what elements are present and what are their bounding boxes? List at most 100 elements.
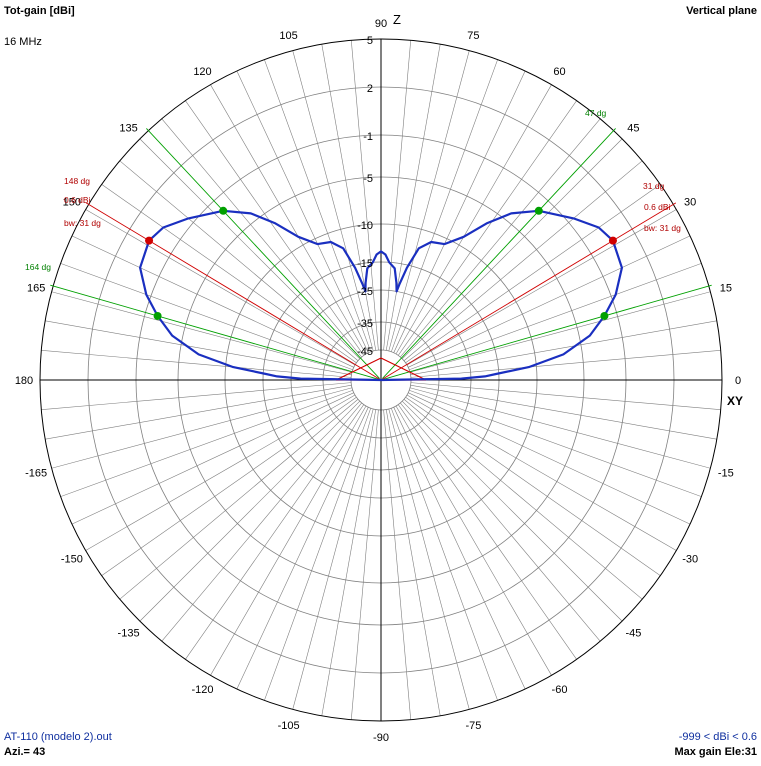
grid-spoke: [408, 392, 691, 525]
angle-tick-label: 30: [684, 197, 696, 209]
angle-tick-label: 90: [375, 18, 387, 30]
grid-spoke: [400, 118, 601, 358]
angle-tick-label: 165: [27, 283, 45, 295]
gain-ring-label: -25: [357, 286, 373, 298]
grid-spoke: [264, 408, 372, 701]
three-db-marker: [534, 206, 543, 215]
gain-range-label: -999 < dBi < 0.6: [678, 731, 757, 743]
grid-spoke: [408, 235, 691, 368]
grid-spoke: [185, 404, 365, 660]
gain-ring-label: 5: [367, 35, 373, 47]
angle-tick-label: 105: [279, 30, 297, 42]
grid-spoke: [406, 209, 677, 366]
left-angle-annotation: 148 dg: [64, 176, 90, 186]
max-gain-marker: [145, 236, 154, 245]
plane-label: Vertical plane: [686, 5, 757, 17]
angle-tick-label: -75: [465, 720, 481, 732]
grid-spoke: [390, 408, 498, 701]
grid-spoke: [321, 44, 377, 351]
grid-spoke: [185, 100, 365, 356]
angle-tick-label: -135: [118, 627, 140, 639]
angle-tick-label: 150: [63, 197, 81, 209]
grid-spoke: [210, 84, 367, 355]
grid-spoke: [409, 387, 711, 469]
grid-spoke: [397, 404, 577, 660]
angle-tick-label: -165: [25, 467, 47, 479]
three-db-line: [50, 284, 380, 380]
angle-tick-label: 60: [553, 66, 565, 78]
angle-tick-label: -30: [682, 554, 698, 566]
grid-spoke: [390, 59, 498, 352]
grid-spoke: [45, 320, 352, 376]
gain-ring-label: -15: [357, 258, 373, 270]
three-db-line: [382, 128, 616, 379]
grid-spoke: [85, 209, 356, 366]
three-db-line: [146, 128, 380, 379]
gain-ring-label: -1: [363, 131, 373, 143]
three-db-marker: [219, 206, 228, 215]
three-db-marker: [600, 311, 609, 320]
grid-spoke: [60, 263, 353, 371]
angle-tick-label: -150: [61, 554, 83, 566]
pattern-markers: [145, 206, 617, 320]
grid-spoke: [385, 44, 441, 351]
grid-spoke: [383, 40, 412, 351]
grid-spoke: [410, 349, 721, 378]
grid-spoke: [388, 50, 470, 352]
angle-tick-label: 15: [720, 283, 732, 295]
grid-spoke: [139, 401, 360, 622]
grid-spoke: [236, 70, 369, 353]
gain-ring-label: -45: [357, 346, 373, 358]
max-gain-marker: [608, 236, 617, 245]
gain-ring-label: -35: [357, 318, 373, 330]
grid-spoke: [403, 399, 643, 600]
grid-spoke: [71, 235, 354, 368]
main-lobe-line: [85, 202, 380, 380]
grid-spoke: [292, 50, 374, 352]
angle-tick-label: 45: [627, 123, 639, 135]
output-file-label: AT-110 (modelo 2).out: [4, 731, 112, 743]
grid-spoke: [409, 263, 702, 371]
angle-tick-label: -105: [278, 720, 300, 732]
grid-spoke: [350, 409, 379, 720]
grid-spoke: [71, 392, 354, 525]
grid-spoke: [292, 408, 374, 710]
xy-axis-label: XY: [727, 394, 743, 408]
gain-ring-label: 2: [367, 83, 373, 95]
angle-tick-label: -90: [373, 732, 389, 744]
max-gain-label: Max gain Ele:31: [674, 746, 757, 758]
right-3db-annotation: 47 dg: [585, 108, 607, 118]
grid-spoke: [395, 84, 552, 355]
grid-spoke: [41, 382, 352, 411]
grid-spoke: [403, 160, 643, 361]
grid-spoke: [119, 160, 359, 361]
grid-spoke: [51, 291, 353, 373]
right-beamwidth-annotation: bw: 31 dg: [644, 223, 681, 233]
grid-spoke: [397, 100, 577, 356]
angle-tick-label: -60: [552, 684, 568, 696]
left-3db-annotation: 164 dg: [25, 262, 51, 272]
grid-spoke: [139, 138, 360, 359]
grid-spoke: [60, 389, 353, 497]
grid-spoke: [393, 70, 526, 353]
pattern-trace: [139, 209, 623, 382]
angle-tick-label: 135: [119, 123, 137, 135]
grid-spoke: [405, 396, 661, 576]
grid-spoke: [210, 405, 367, 676]
angle-tick-label: -15: [718, 467, 734, 479]
tick-labels: 0 15 30 45 60 75 90 105 120 135 150 165 180 -165 -150 -…: [15, 12, 743, 744]
angle-tick-label: 75: [467, 30, 479, 42]
grid-spoke: [409, 389, 702, 497]
right-angle-annotation: 31 dg: [643, 181, 665, 191]
grid-spoke: [236, 407, 369, 690]
right-gain-annotation: 0.6 dBi: [644, 202, 671, 212]
grid-spoke: [41, 349, 352, 378]
angle-tick-label: -45: [625, 627, 641, 639]
grid-spoke: [85, 394, 356, 551]
grid-spoke: [410, 382, 721, 411]
angle-tick-label: 180: [15, 375, 33, 387]
grid-spoke: [393, 407, 526, 690]
grid-spoke: [383, 409, 412, 720]
grid-spoke: [395, 405, 552, 676]
grid-spoke: [101, 184, 357, 364]
